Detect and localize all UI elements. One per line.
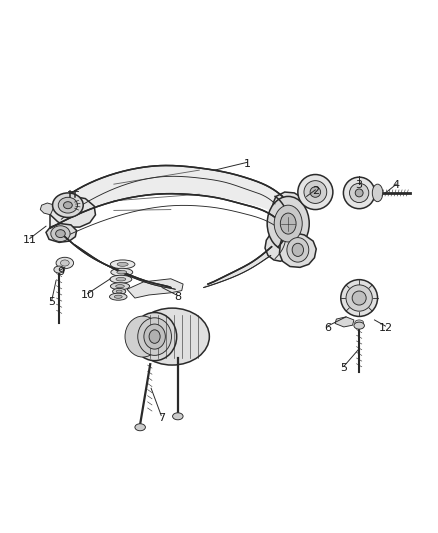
Text: 8: 8 [174,292,181,302]
Ellipse shape [54,266,64,273]
Ellipse shape [355,189,363,197]
Ellipse shape [346,285,372,311]
Ellipse shape [372,184,383,201]
Polygon shape [65,237,175,289]
Text: 6: 6 [324,323,331,333]
Polygon shape [40,203,55,215]
Ellipse shape [350,183,369,203]
Text: 11: 11 [23,235,37,245]
Polygon shape [50,166,283,228]
Text: 3: 3 [356,181,363,190]
Polygon shape [265,192,307,261]
Text: 10: 10 [81,290,95,300]
Ellipse shape [110,260,135,269]
Text: 5: 5 [340,363,347,373]
Text: 1: 1 [244,159,251,168]
Polygon shape [50,197,95,227]
Ellipse shape [274,205,302,242]
Ellipse shape [117,262,128,266]
Ellipse shape [135,424,145,431]
Ellipse shape [133,312,177,361]
Ellipse shape [352,291,366,305]
Ellipse shape [287,238,309,262]
Ellipse shape [149,330,160,343]
Polygon shape [335,317,354,327]
Text: 5: 5 [48,297,55,308]
Ellipse shape [53,193,83,217]
Text: 12: 12 [378,323,392,333]
Ellipse shape [117,270,127,274]
Ellipse shape [135,308,209,365]
Ellipse shape [298,174,333,209]
Ellipse shape [56,230,65,238]
Ellipse shape [304,181,327,204]
Polygon shape [204,247,272,287]
Ellipse shape [113,288,126,295]
Ellipse shape [111,268,133,276]
Ellipse shape [116,290,122,293]
Ellipse shape [138,318,172,356]
Text: 7: 7 [158,413,165,423]
Ellipse shape [60,260,69,266]
Ellipse shape [51,226,70,241]
Ellipse shape [116,285,124,288]
Ellipse shape [116,278,126,281]
Ellipse shape [292,243,304,256]
Ellipse shape [267,197,309,251]
Ellipse shape [64,201,72,209]
Text: 4: 4 [393,181,400,190]
Polygon shape [46,223,77,243]
Ellipse shape [144,324,166,349]
Ellipse shape [310,187,321,197]
Ellipse shape [173,413,183,420]
Ellipse shape [110,275,132,283]
Ellipse shape [58,197,78,213]
Ellipse shape [280,213,296,234]
Ellipse shape [354,322,364,329]
Ellipse shape [343,177,375,209]
Ellipse shape [125,316,161,357]
Polygon shape [279,232,316,268]
Ellipse shape [355,320,364,325]
Text: 9: 9 [57,266,64,277]
Ellipse shape [110,293,127,300]
Ellipse shape [56,257,74,269]
Ellipse shape [110,282,130,290]
Text: 2: 2 [312,186,319,196]
Ellipse shape [114,295,122,298]
Polygon shape [127,279,183,298]
Ellipse shape [341,280,378,317]
